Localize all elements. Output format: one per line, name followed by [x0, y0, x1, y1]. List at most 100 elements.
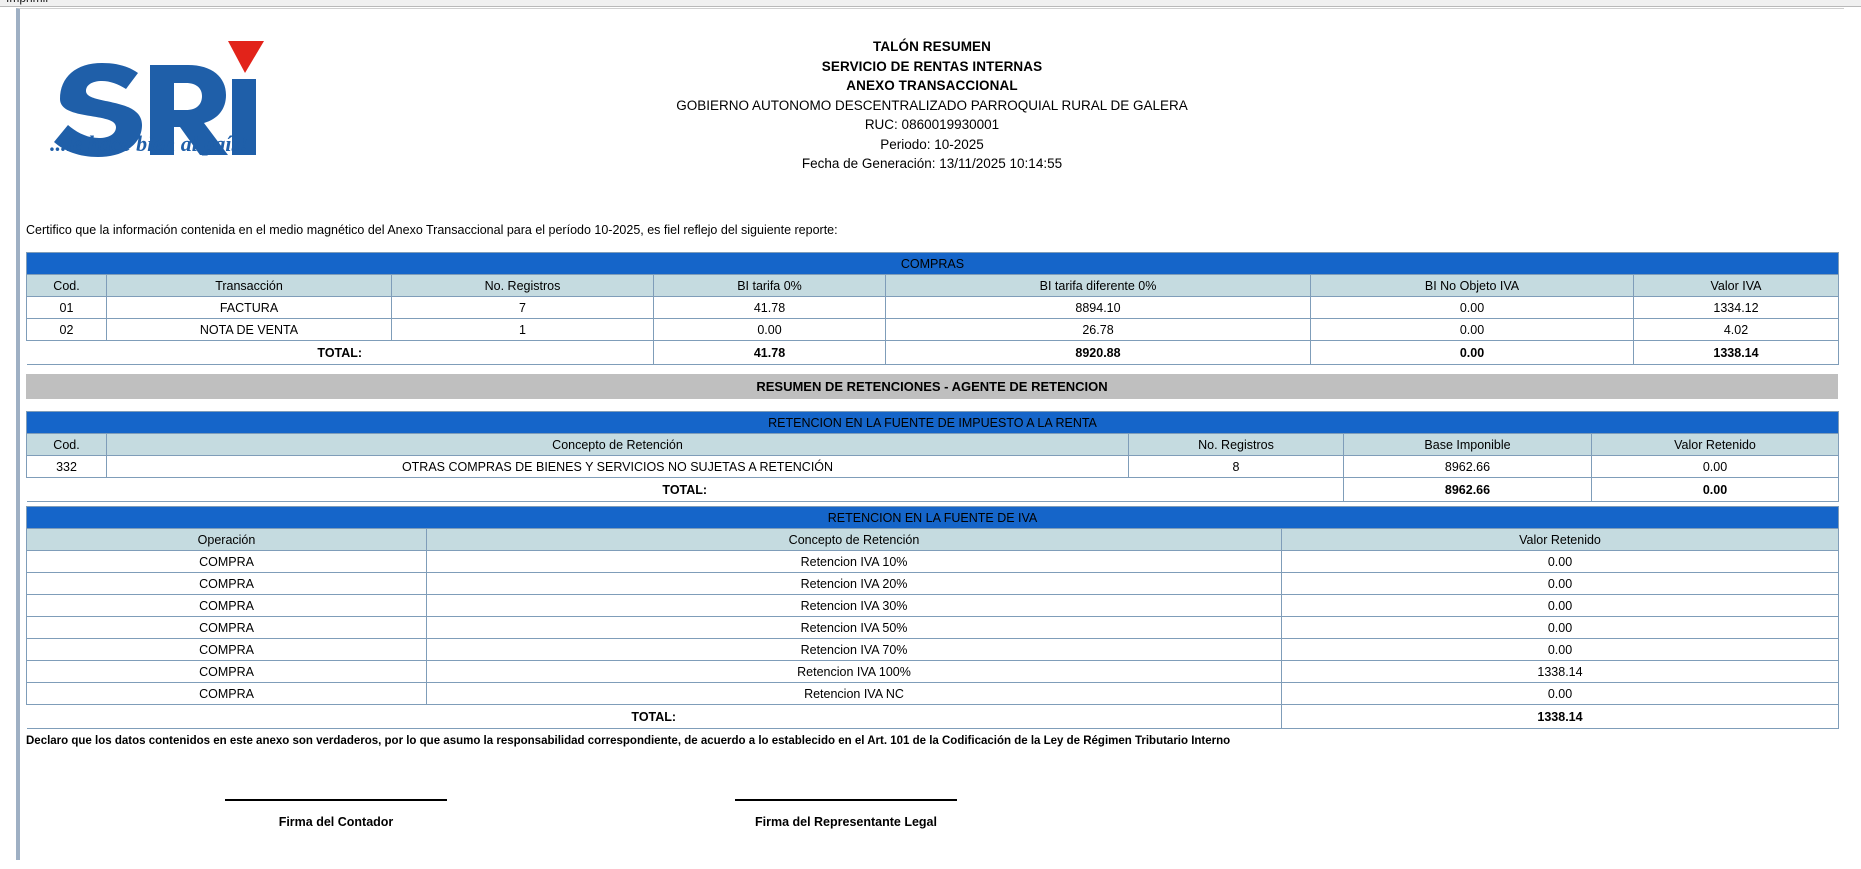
iva-r3-retenido: 0.00: [1280, 616, 1840, 639]
signature-label-representante-legal: Firma del Representante Legal: [754, 815, 937, 829]
renta-total-base: 8962.66: [1343, 477, 1592, 502]
certify-paragraph: Certifico que la información contenida e…: [26, 223, 838, 237]
table-row: 02 NOTA DE VENTA 1 0.00 26.78 0.00 4.02: [26, 318, 1839, 341]
compras-total-row: TOTAL: 41.78 8920.88 0.00 1338.14: [26, 340, 1839, 365]
sri-logo: ...le hace bien al país!: [46, 27, 266, 167]
iva-col-operacion: Operación: [26, 528, 427, 551]
renta-r0-base: 8962.66: [1343, 455, 1592, 478]
compras-col-bi-no-objeto: BI No Objeto IVA: [1310, 274, 1634, 297]
table-row: COMPRA Retencion IVA 10% 0.00: [26, 550, 1840, 573]
signature-line-contador: [225, 799, 447, 801]
renta-col-registros: No. Registros: [1128, 433, 1344, 456]
iva-r4-concepto: Retencion IVA 70%: [426, 638, 1282, 661]
iva-r0-retenido: 0.00: [1280, 550, 1840, 573]
compras-header-row: Cod. Transacción No. Registros BI tarifa…: [26, 274, 1839, 297]
iva-r2-operacion: COMPRA: [26, 594, 427, 617]
declaration-paragraph: Declaro que los datos contenidos en este…: [26, 735, 1231, 747]
compras-col-bi-tarifa-dif: BI tarifa diferente 0%: [885, 274, 1311, 297]
iva-r5-concepto: Retencion IVA 100%: [426, 660, 1282, 683]
renta-header-row: Cod. Concepto de Retención No. Registros…: [26, 433, 1840, 456]
compras-r1-bi0: 0.00: [653, 318, 886, 341]
compras-r1-registros: 1: [391, 318, 654, 341]
table-row: COMPRA Retencion IVA NC 0.00: [26, 682, 1840, 705]
renta-r0-cod: 332: [26, 455, 107, 478]
iva-total-retenido: 1338.14: [1280, 704, 1840, 729]
header-line-periodo: Periodo: 10-2025: [880, 136, 984, 152]
sri-logo-icon: [54, 41, 264, 157]
header-line-ruc: RUC: 0860019930001: [864, 117, 1000, 132]
iva-banner-row: RETENCION EN LA FUENTE DE IVA: [25, 506, 1840, 529]
header-line-institution: SERVICIO DE RENTAS INTERNAS: [821, 58, 1043, 74]
header-line-talon: TALÓN RESUMEN: [872, 39, 992, 54]
iva-header-row: Operación Concepto de Retención Valor Re…: [26, 528, 1840, 551]
compras-table: COMPRAS Cod. Transacción No. Registros B…: [26, 252, 1839, 365]
compras-r1-valoriva: 4.02: [1633, 318, 1839, 341]
iva-r4-retenido: 0.00: [1280, 638, 1840, 661]
compras-col-valor-iva: Valor IVA: [1633, 274, 1839, 297]
iva-total-label: TOTAL:: [26, 704, 1282, 729]
iva-r1-retenido: 0.00: [1280, 572, 1840, 595]
signature-block-contador: Firma del Contador: [225, 799, 447, 829]
renta-total-label: TOTAL:: [26, 477, 1344, 502]
compras-total-noobjeto: 0.00: [1310, 340, 1634, 365]
compras-total-bi0: 41.78: [653, 340, 886, 365]
compras-r0-valoriva: 1334.12: [1633, 296, 1839, 319]
renta-total-row: TOTAL: 8962.66 0.00: [26, 477, 1840, 502]
compras-r0-registros: 7: [391, 296, 654, 319]
document-header: TALÓN RESUMEN SERVICIO DE RENTAS INTERNA…: [20, 37, 1844, 174]
table-row: COMPRA Retencion IVA 20% 0.00: [26, 572, 1840, 595]
compras-total-label: TOTAL:: [26, 340, 654, 365]
iva-col-concepto: Concepto de Retención: [426, 528, 1282, 551]
compras-r0-transaccion: FACTURA: [106, 296, 392, 319]
iva-r2-retenido: 0.00: [1280, 594, 1840, 617]
iva-r6-operacion: COMPRA: [26, 682, 427, 705]
table-row: COMPRA Retencion IVA 100% 1338.14: [26, 660, 1840, 683]
header-line-entity: GOBIERNO AUTONOMO DESCENTRALIZADO PARROQ…: [676, 97, 1188, 113]
compras-col-registros: No. Registros: [391, 274, 654, 297]
table-row: COMPRA Retencion IVA 30% 0.00: [26, 594, 1840, 617]
compras-total-valoriva: 1338.14: [1633, 340, 1839, 365]
compras-r1-transaccion: NOTA DE VENTA: [106, 318, 392, 341]
renta-r0-concepto: OTRAS COMPRAS DE BIENES Y SERVICIOS NO S…: [106, 455, 1129, 478]
table-row: COMPRA Retencion IVA 50% 0.00: [26, 616, 1840, 639]
iva-r3-concepto: Retencion IVA 50%: [426, 616, 1282, 639]
iva-r3-operacion: COMPRA: [26, 616, 427, 639]
table-row: 332 OTRAS COMPRAS DE BIENES Y SERVICIOS …: [26, 455, 1840, 478]
iva-r0-operacion: COMPRA: [26, 550, 427, 573]
header-line-fecha-generacion: Fecha de Generación: 13/11/2025 10:14:55: [801, 156, 1063, 171]
header-line-anexo: ANEXO TRANSACCIONAL: [846, 78, 1018, 93]
renta-col-base: Base Imponible: [1343, 433, 1592, 456]
compras-r0-noobjeto: 0.00: [1310, 296, 1634, 319]
renta-banner: RETENCION EN LA FUENTE DE IMPUESTO A LA …: [25, 411, 1840, 434]
renta-total-retenido: 0.00: [1590, 477, 1840, 502]
table-row: COMPRA Retencion IVA 70% 0.00: [26, 638, 1840, 661]
iva-col-retenido: Valor Retenido: [1280, 528, 1840, 551]
iva-r5-operacion: COMPRA: [26, 660, 427, 683]
renta-col-retenido: Valor Retenido: [1590, 433, 1840, 456]
document-page: ...le hace bien al país! TALÓN RESUMEN S…: [16, 8, 1844, 860]
compras-r0-bi0: 41.78: [653, 296, 886, 319]
iva-total-row: TOTAL: 1338.14: [26, 704, 1840, 729]
renta-banner-row: RETENCION EN LA FUENTE DE IMPUESTO A LA …: [25, 411, 1840, 434]
browser-toolbar: Imprimir: [0, 0, 1861, 7]
renta-col-cod: Cod.: [26, 433, 107, 456]
table-row: 01 FACTURA 7 41.78 8894.10 0.00 1334.12: [26, 296, 1839, 319]
signature-block-representante-legal: Firma del Representante Legal: [735, 799, 957, 829]
compras-r0-cod: 01: [26, 296, 107, 319]
iva-r0-concepto: Retencion IVA 10%: [426, 550, 1282, 573]
renta-col-concepto: Concepto de Retención: [106, 433, 1129, 456]
signature-label-contador: Firma del Contador: [278, 815, 394, 829]
signature-line-representante-legal: [735, 799, 957, 801]
iva-r6-retenido: 0.00: [1280, 682, 1840, 705]
compras-banner: COMPRAS: [26, 252, 1839, 275]
renta-r0-registros: 8: [1128, 455, 1344, 478]
compras-r1-cod: 02: [26, 318, 107, 341]
compras-col-cod: Cod.: [26, 274, 107, 297]
iva-table: RETENCION EN LA FUENTE DE IVA Operación …: [25, 506, 1840, 729]
iva-r1-concepto: Retencion IVA 20%: [426, 572, 1282, 595]
iva-r4-operacion: COMPRA: [26, 638, 427, 661]
compras-r1-bidif: 26.78: [885, 318, 1311, 341]
print-toolbar-label: Imprimir: [6, 0, 49, 5]
iva-r1-operacion: COMPRA: [26, 572, 427, 595]
retenciones-section-banner: RESUMEN DE RETENCIONES - AGENTE DE RETEN…: [26, 374, 1838, 399]
